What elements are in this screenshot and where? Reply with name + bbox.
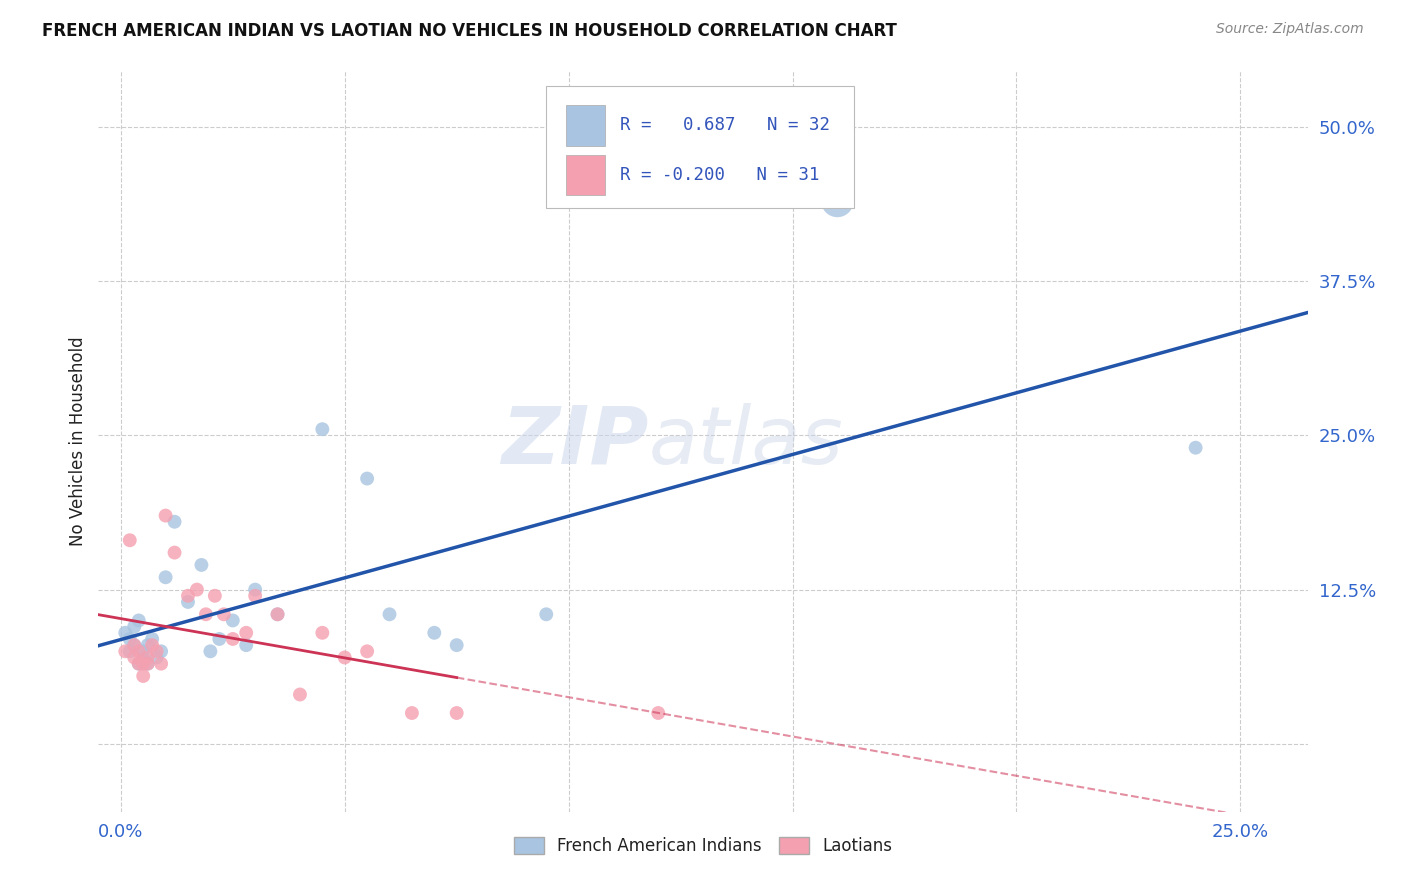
Point (136, 650, 159, 665)
FancyBboxPatch shape (567, 154, 605, 195)
Point (155, 570, 177, 584)
Point (118, 632, 141, 646)
Point (128, 614, 150, 628)
Text: R = -0.200   N = 31: R = -0.200 N = 31 (620, 166, 820, 184)
Point (155, 508, 177, 523)
Point (311, 625, 333, 640)
Point (243, 589, 266, 603)
Point (423, 625, 446, 640)
Point (163, 546, 186, 560)
Point (222, 632, 245, 646)
Point (288, 688, 311, 702)
Point (266, 607, 288, 622)
Text: atlas: atlas (648, 402, 844, 481)
Point (647, 706, 669, 720)
Point (122, 638, 145, 652)
Point (122, 650, 145, 665)
Point (132, 669, 155, 683)
Point (150, 657, 173, 671)
Point (446, 706, 468, 720)
Point (122, 638, 145, 652)
Point (141, 632, 163, 646)
Point (356, 472, 378, 486)
Point (177, 595, 200, 609)
Point (132, 650, 155, 665)
Point (136, 657, 159, 671)
Point (208, 632, 231, 646)
FancyBboxPatch shape (546, 87, 855, 209)
FancyBboxPatch shape (567, 105, 605, 145)
Text: FRENCH AMERICAN INDIAN VS LAOTIAN NO VEHICLES IN HOUSEHOLD CORRELATION CHART: FRENCH AMERICAN INDIAN VS LAOTIAN NO VEH… (42, 22, 897, 40)
Text: Source: ZipAtlas.com: Source: ZipAtlas.com (1216, 22, 1364, 37)
Point (401, 706, 423, 720)
Point (194, 607, 217, 622)
Point (186, 582, 208, 597)
Legend: French American Indians, Laotians: French American Indians, Laotians (515, 837, 891, 855)
Y-axis label: No Vehicles in Household: No Vehicles in Household (69, 336, 87, 547)
Point (333, 650, 356, 665)
Point (145, 644, 167, 658)
Point (536, 607, 558, 622)
Text: ZIP: ZIP (501, 402, 648, 481)
Point (114, 644, 136, 658)
Point (150, 644, 173, 658)
Point (163, 515, 186, 529)
Point (145, 650, 167, 665)
Point (118, 644, 141, 658)
Point (356, 644, 378, 658)
Point (243, 582, 266, 597)
Point (136, 657, 159, 671)
Point (141, 638, 163, 652)
Point (128, 657, 150, 671)
Point (132, 644, 155, 658)
Point (200, 644, 222, 658)
Point (235, 638, 257, 652)
Point (204, 589, 226, 603)
Point (177, 589, 200, 603)
Point (136, 638, 159, 652)
Point (128, 657, 150, 671)
Point (122, 620, 145, 634)
Text: R =   0.687   N = 32: R = 0.687 N = 32 (620, 117, 830, 135)
Point (128, 644, 150, 658)
Point (827, 194, 849, 208)
Point (132, 657, 155, 671)
Point (311, 422, 333, 436)
Point (114, 625, 136, 640)
Point (446, 638, 468, 652)
Point (212, 607, 235, 622)
Point (222, 614, 245, 628)
Point (190, 558, 212, 572)
Point (235, 625, 257, 640)
Point (118, 533, 141, 548)
Point (266, 607, 288, 622)
Point (1184, 441, 1206, 455)
Point (378, 607, 401, 622)
